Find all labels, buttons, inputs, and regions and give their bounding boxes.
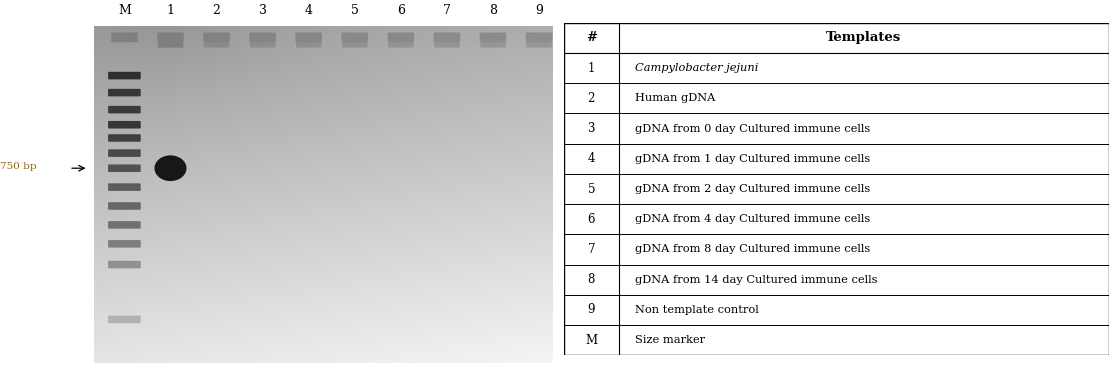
Text: M: M [118, 4, 131, 17]
FancyBboxPatch shape [480, 42, 506, 48]
Text: 7: 7 [588, 243, 595, 256]
FancyBboxPatch shape [433, 33, 460, 42]
Text: gDNA from 14 day Cultured immune cells: gDNA from 14 day Cultured immune cells [634, 275, 878, 285]
FancyBboxPatch shape [388, 33, 414, 42]
FancyBboxPatch shape [108, 240, 141, 248]
FancyBboxPatch shape [203, 42, 229, 48]
FancyBboxPatch shape [295, 33, 322, 42]
Text: gDNA from 8 day Cultured immune cells: gDNA from 8 day Cultured immune cells [634, 245, 870, 254]
FancyBboxPatch shape [111, 33, 137, 42]
FancyBboxPatch shape [249, 33, 276, 42]
FancyBboxPatch shape [479, 33, 506, 42]
FancyBboxPatch shape [108, 221, 141, 229]
Text: 9: 9 [535, 4, 543, 17]
Text: gDNA from 2 day Cultured immune cells: gDNA from 2 day Cultured immune cells [634, 184, 870, 194]
Text: M: M [585, 334, 598, 347]
FancyBboxPatch shape [108, 149, 141, 157]
Text: 2: 2 [588, 92, 595, 105]
FancyBboxPatch shape [296, 42, 322, 48]
FancyBboxPatch shape [342, 42, 367, 48]
FancyBboxPatch shape [157, 33, 184, 42]
FancyBboxPatch shape [108, 106, 141, 113]
Text: #: # [585, 31, 596, 44]
Text: Size marker: Size marker [634, 335, 705, 345]
Text: 6: 6 [588, 213, 595, 226]
Text: Templates: Templates [827, 31, 901, 44]
FancyBboxPatch shape [108, 72, 141, 79]
Ellipse shape [154, 155, 187, 181]
Text: gDNA from 4 day Cultured immune cells: gDNA from 4 day Cultured immune cells [634, 214, 870, 224]
Text: gDNA from 0 day Cultured immune cells: gDNA from 0 day Cultured immune cells [634, 124, 870, 133]
Text: 5: 5 [588, 183, 595, 195]
Text: Non template control: Non template control [634, 305, 758, 315]
FancyBboxPatch shape [203, 33, 230, 42]
FancyBboxPatch shape [108, 261, 141, 268]
Text: 4: 4 [305, 4, 313, 17]
FancyBboxPatch shape [250, 42, 276, 48]
Text: gDNA from 1 day Cultured immune cells: gDNA from 1 day Cultured immune cells [634, 154, 870, 164]
Text: 9: 9 [588, 304, 595, 316]
Text: 7: 7 [443, 4, 451, 17]
FancyBboxPatch shape [108, 134, 141, 142]
FancyBboxPatch shape [526, 33, 553, 42]
Text: 3: 3 [259, 4, 267, 17]
FancyBboxPatch shape [108, 164, 141, 172]
Text: 750 bp: 750 bp [0, 162, 37, 171]
Text: 8: 8 [588, 273, 595, 286]
Text: 4: 4 [588, 152, 595, 165]
FancyBboxPatch shape [435, 42, 460, 48]
Text: 6: 6 [397, 4, 404, 17]
FancyBboxPatch shape [108, 121, 141, 129]
FancyBboxPatch shape [108, 183, 141, 191]
Text: 1: 1 [588, 62, 595, 74]
Text: Human gDNA: Human gDNA [634, 93, 715, 103]
Text: 1: 1 [166, 4, 174, 17]
Text: 2: 2 [212, 4, 220, 17]
Text: 8: 8 [489, 4, 497, 17]
FancyBboxPatch shape [108, 316, 141, 323]
FancyBboxPatch shape [108, 89, 141, 96]
FancyBboxPatch shape [108, 202, 141, 210]
FancyBboxPatch shape [388, 42, 413, 48]
Text: 5: 5 [351, 4, 359, 17]
FancyBboxPatch shape [526, 42, 552, 48]
Text: Campylobacter jejuni: Campylobacter jejuni [634, 63, 758, 73]
FancyBboxPatch shape [342, 33, 369, 42]
FancyBboxPatch shape [157, 42, 183, 48]
Text: 3: 3 [588, 122, 595, 135]
